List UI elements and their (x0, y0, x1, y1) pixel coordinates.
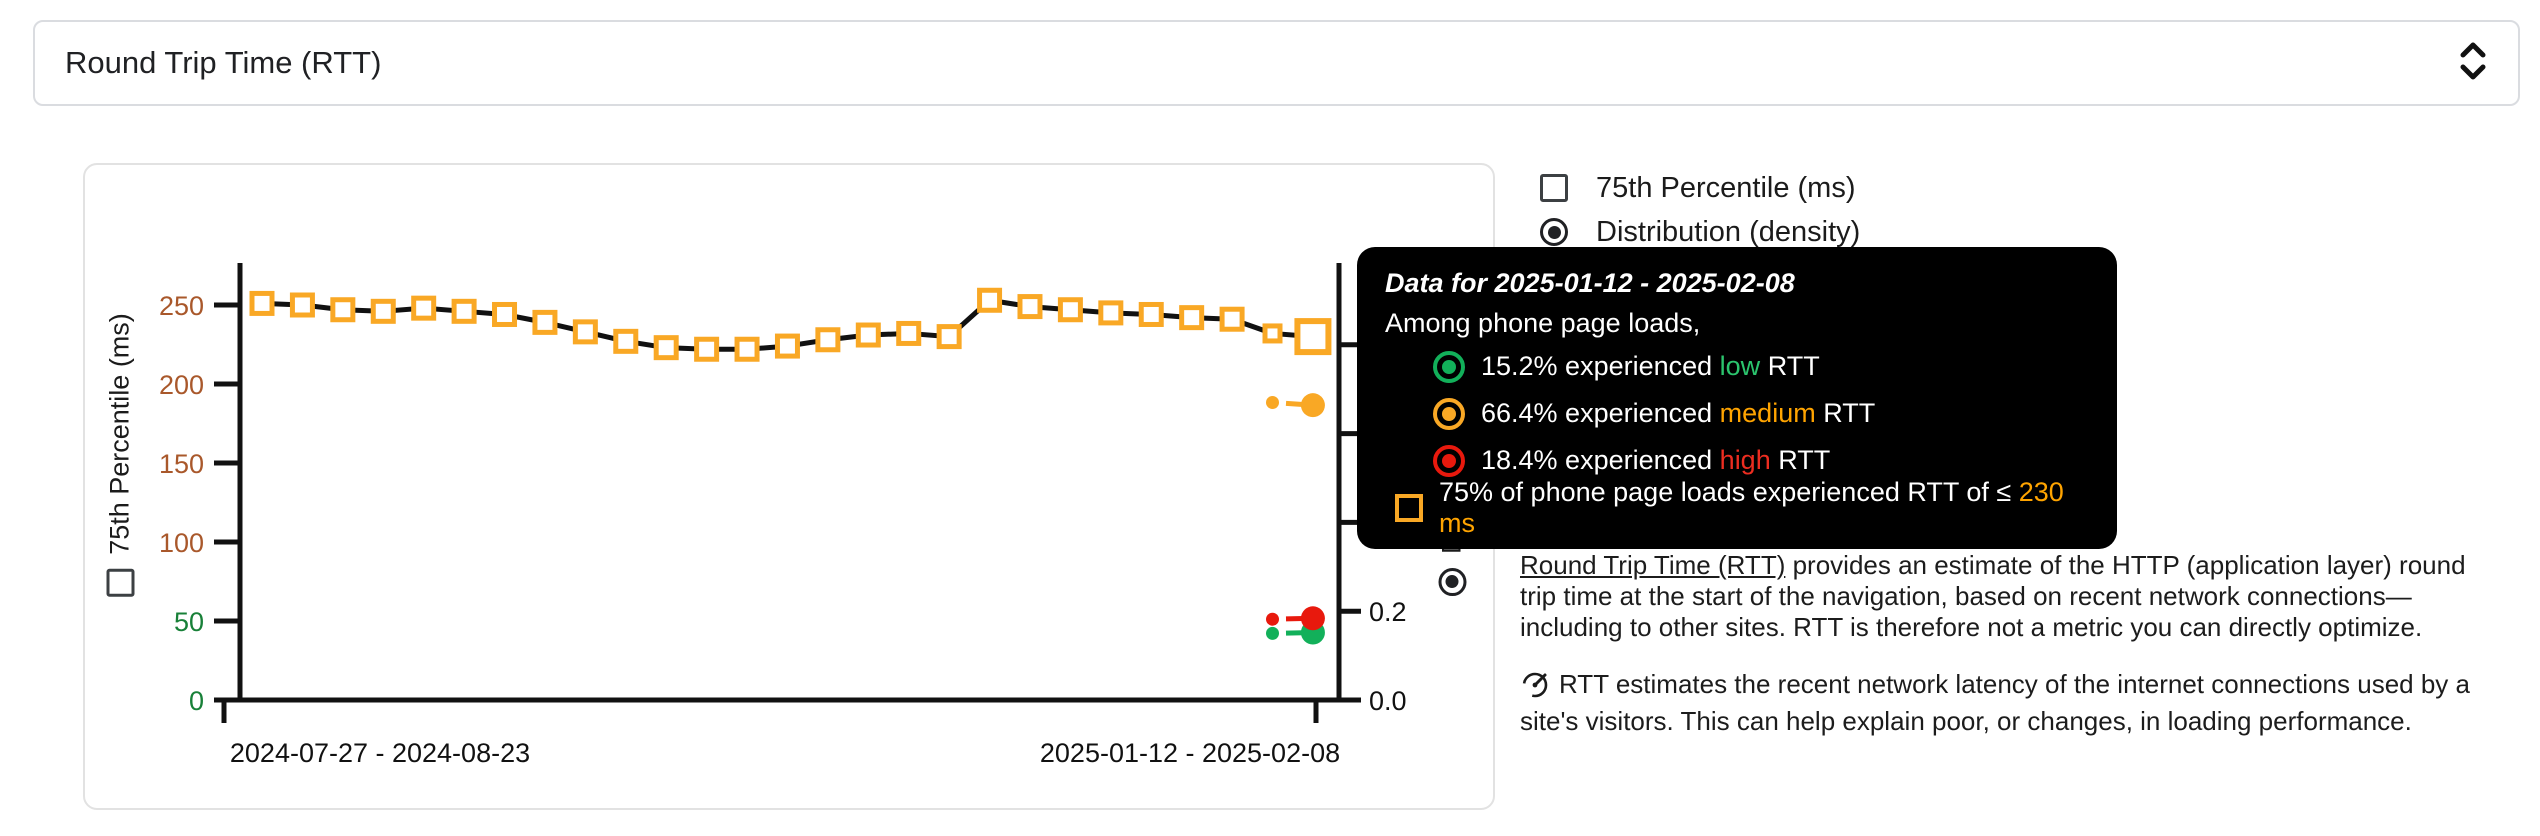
tooltip-subtitle: Among phone page loads, (1385, 308, 1701, 338)
line-marker[interactable] (977, 287, 1003, 313)
tooltip-rows: 15.2% experienced low RTT 66.4% experienc… (1385, 343, 2089, 538)
left-axis-label[interactable]: 75th Percentile (ms) (105, 313, 136, 597)
line-marker[interactable] (855, 322, 881, 348)
line-marker[interactable] (532, 309, 558, 335)
line-marker[interactable] (572, 319, 598, 345)
metric-selector-label: Round Trip Time (RTT) (65, 45, 382, 80)
tooltip-row-text: 66.4% experienced medium RTT (1481, 398, 1876, 428)
line-marker[interactable] (1179, 305, 1205, 331)
line-marker[interactable] (734, 336, 760, 362)
line-marker[interactable] (1262, 323, 1283, 344)
density-prev-dot-medium[interactable] (1266, 396, 1279, 410)
tooltip-row-text: 15.2% experienced low RTT (1481, 351, 1820, 381)
tooltip-row: 66.4% experienced medium RTT (1385, 390, 2089, 437)
line-marker[interactable] (289, 292, 315, 318)
line-marker[interactable] (249, 290, 275, 316)
x-axis-tick-label: 2024-07-27 - 2024-08-23 (230, 738, 530, 768)
density-dot-medium[interactable] (1300, 393, 1325, 418)
right-axis-tick-label: 0.2 (1369, 597, 1407, 627)
left-axis-tick-label: 0 (189, 686, 204, 716)
line-marker[interactable] (653, 335, 679, 361)
left-axis-tick-label: 50 (174, 607, 204, 637)
density-prev-dot-high[interactable] (1266, 612, 1279, 626)
percentile-square-icon (1395, 493, 1423, 522)
density-ring-icon (1433, 350, 1465, 383)
right-axis-tick-label: 0.0 (1369, 686, 1407, 716)
left-axis-tick-label: 250 (159, 291, 204, 321)
legend-item-distribution[interactable]: Distribution (density) (1540, 210, 1860, 254)
gauge-icon (1520, 669, 1550, 706)
tooltip-row: 15.2% experienced low RTT (1385, 343, 2089, 390)
tooltip-row: 18.4% experienced high RTT (1385, 437, 2089, 484)
line-marker[interactable] (411, 295, 437, 321)
line-marker[interactable] (492, 301, 518, 327)
legend-distribution-label: Distribution (density) (1596, 215, 1861, 248)
line-marker[interactable] (330, 297, 356, 323)
description-paragraph-1: Round Trip Time (RTT) provides an estima… (1520, 550, 2482, 643)
series-legend: 75th Percentile (ms) Distribution (densi… (1540, 166, 1860, 254)
line-marker[interactable] (370, 298, 396, 324)
selected-point-marker[interactable] (1294, 318, 1332, 356)
description-paragraph-2: RTT estimates the recent network latency… (1520, 669, 2482, 737)
line-marker[interactable] (1219, 306, 1245, 332)
left-axis-label-text: 75th Percentile (ms) (104, 313, 135, 555)
description-p1-text: provides an estimate of the HTTP (applic… (1520, 550, 2466, 642)
line-marker[interactable] (613, 328, 639, 354)
line-marker[interactable] (896, 320, 922, 346)
tooltip-title: Data for 2025-01-12 - 2025-02-08 (1385, 268, 1795, 298)
x-axis-tick-label: 2025-01-12 - 2025-02-08 (1040, 738, 1340, 768)
line-marker[interactable] (815, 327, 841, 353)
tooltip-threshold-row: 75% of phone page loads experienced RTT … (1385, 477, 2089, 538)
tooltip-row-text: 18.4% experienced high RTT (1481, 445, 1831, 475)
density-ring-icon (1433, 444, 1465, 477)
distribution-axis-radio-icon[interactable] (1438, 568, 1466, 597)
density-ring-icon (1433, 397, 1465, 430)
description-p2-text: RTT estimates the recent network latency… (1520, 669, 2470, 736)
legend-percentile-label: 75th Percentile (ms) (1596, 171, 1856, 204)
line-marker[interactable] (774, 333, 800, 359)
density-dot-high[interactable] (1300, 606, 1325, 631)
line-marker[interactable] (1057, 297, 1083, 323)
density-prev-dot-low[interactable] (1266, 626, 1279, 640)
line-marker[interactable] (1017, 294, 1043, 320)
rtt-doc-link[interactable]: Round Trip Time (RTT) (1520, 550, 1786, 580)
legend-item-percentile[interactable]: 75th Percentile (ms) (1540, 166, 1860, 210)
left-axis-tick-label: 200 (159, 370, 204, 400)
percentile-checkbox[interactable] (1540, 174, 1568, 202)
line-marker[interactable] (936, 324, 962, 350)
unfold-chevrons-icon (2454, 38, 2492, 89)
tooltip-row-text: 75% of phone page loads experienced RTT … (1439, 476, 2064, 538)
line-marker[interactable] (1098, 300, 1124, 326)
metric-selector[interactable]: Round Trip Time (RTT) (33, 20, 2520, 106)
distribution-radio[interactable] (1540, 218, 1568, 246)
percentile-axis-checkbox-icon[interactable] (106, 568, 134, 597)
left-axis-tick-label: 150 (159, 449, 204, 479)
line-marker[interactable] (451, 298, 477, 324)
data-tooltip: Data for 2025-01-12 - 2025-02-08 Among p… (1357, 247, 2117, 549)
rtt-chart[interactable]: 0501001502002500.00.20.40.60.82024-07-27… (83, 163, 1495, 810)
metric-description: Round Trip Time (RTT) provides an estima… (1520, 550, 2482, 763)
left-axis-tick-label: 100 (159, 528, 204, 558)
line-marker[interactable] (1138, 301, 1164, 327)
line-marker[interactable] (694, 336, 720, 362)
density-connector-medium (1285, 400, 1304, 408)
